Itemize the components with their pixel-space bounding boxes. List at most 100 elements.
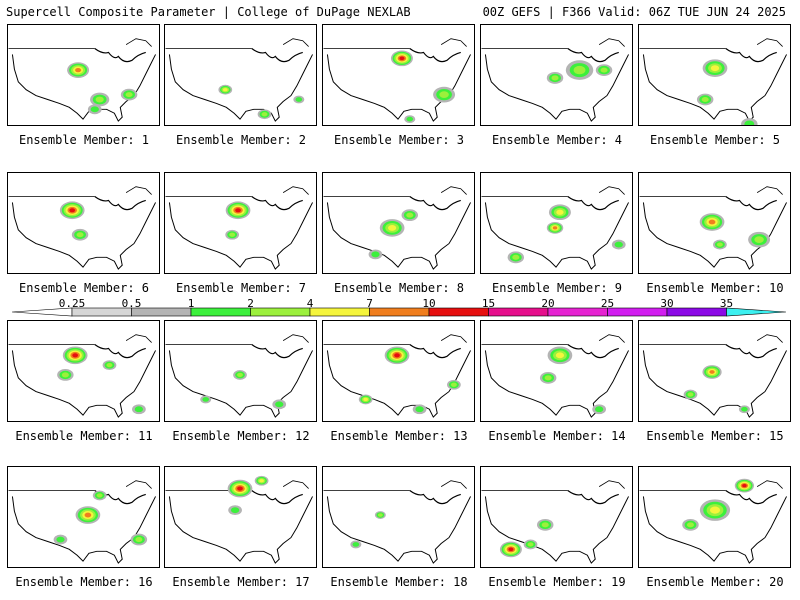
member-label: Ensemble Member: 16 xyxy=(15,575,153,589)
colorbar-tick-label: 20 xyxy=(541,297,555,310)
northeast-coast xyxy=(440,480,467,489)
scp-contour xyxy=(363,397,368,402)
map-panel-4 xyxy=(480,24,633,126)
us-map xyxy=(639,38,787,125)
coastline xyxy=(168,350,313,418)
scp-contour xyxy=(754,236,764,244)
great-lakes xyxy=(567,48,619,63)
us-map xyxy=(639,334,787,418)
great-lakes xyxy=(251,490,303,505)
scp-contour xyxy=(744,120,755,125)
member-label: Ensemble Member: 7 xyxy=(175,281,307,295)
scp-contour xyxy=(399,56,405,61)
scp-contour xyxy=(202,397,209,402)
member-label: Ensemble Member: 15 xyxy=(646,429,784,443)
colorbar-tick-label: 0.25 xyxy=(58,297,86,310)
member-label: Ensemble Member: 20 xyxy=(646,575,784,589)
colorbar-segment xyxy=(666,307,727,317)
great-lakes xyxy=(94,344,146,359)
coastline xyxy=(168,202,313,270)
northeast-coast xyxy=(125,334,152,343)
northeast-coast xyxy=(598,334,625,343)
page-title: Supercell Composite Parameter | College … xyxy=(6,5,411,19)
colorbar-tick-label: 35 xyxy=(719,297,734,310)
us-map xyxy=(323,186,471,270)
northeast-coast xyxy=(598,38,625,47)
scp-contour xyxy=(709,370,715,374)
scp-contour xyxy=(595,406,604,413)
scp-contour xyxy=(135,537,143,543)
colorbar xyxy=(11,307,787,317)
scp-contour xyxy=(95,96,104,103)
map-panel-10 xyxy=(638,172,791,274)
member-label: Ensemble Member: 6 xyxy=(18,281,150,295)
scp-contour xyxy=(371,251,380,258)
northeast-coast xyxy=(282,480,309,489)
map-panel-6 xyxy=(7,172,160,274)
map-panel-5 xyxy=(638,24,791,126)
scp-contour xyxy=(134,406,144,413)
colorbar-segment xyxy=(309,307,370,317)
colorbar-segment xyxy=(547,307,608,317)
great-lakes xyxy=(251,344,303,359)
map-panel-12 xyxy=(164,320,317,422)
map-panel-15 xyxy=(638,320,791,422)
great-lakes xyxy=(409,48,461,63)
northeast-coast xyxy=(282,38,309,47)
scp-contour xyxy=(450,382,457,387)
map-panel-18 xyxy=(322,466,475,568)
map-panel-11 xyxy=(7,320,160,422)
scp-contour xyxy=(69,208,76,213)
member-label: Ensemble Member: 3 xyxy=(333,133,465,147)
us-map xyxy=(165,38,313,122)
colorbar-right-arrow xyxy=(726,307,787,317)
scp-contour xyxy=(686,522,695,528)
coastline xyxy=(168,54,313,122)
colorbar-tick-label: 4 xyxy=(306,297,314,310)
northeast-coast xyxy=(598,480,625,489)
scp-contour xyxy=(708,219,716,225)
scp-contour xyxy=(512,254,520,260)
scp-contour xyxy=(406,212,414,218)
great-lakes xyxy=(567,344,619,359)
scp-contour xyxy=(230,507,240,514)
member-label: Ensemble Member: 9 xyxy=(491,281,623,295)
scp-contour xyxy=(84,512,92,518)
coastline xyxy=(326,496,471,564)
scp-contour xyxy=(378,513,383,517)
us-map xyxy=(165,475,313,564)
us-map xyxy=(165,186,313,270)
scp-contour xyxy=(235,208,241,213)
map-panel-16 xyxy=(7,466,160,568)
colorbar-tick-label: 25 xyxy=(600,297,615,310)
northeast-coast xyxy=(756,334,783,343)
scp-contour xyxy=(551,75,559,81)
map-panel-20 xyxy=(638,466,791,568)
coastline xyxy=(484,496,629,564)
great-lakes xyxy=(725,344,777,359)
us-map xyxy=(323,38,471,124)
us-map xyxy=(639,478,787,564)
great-lakes xyxy=(409,344,461,359)
northeast-coast xyxy=(756,186,783,195)
great-lakes xyxy=(725,48,777,63)
colorbar-tick-label: 2 xyxy=(247,297,254,310)
colorbar-tick-label: 30 xyxy=(660,297,674,310)
colorbar-segment xyxy=(428,307,489,317)
northeast-coast xyxy=(440,38,467,47)
colorbar-tick-label: 7 xyxy=(366,297,373,310)
map-panel-3 xyxy=(322,24,475,126)
great-lakes xyxy=(409,490,461,505)
map-panel-13 xyxy=(322,320,475,422)
us-map xyxy=(8,480,156,564)
scp-contour xyxy=(259,479,264,483)
us-map xyxy=(481,480,629,564)
colorbar-tick-label: 10 xyxy=(422,297,436,310)
map-panel-14 xyxy=(480,320,633,422)
scp-contour xyxy=(295,97,303,102)
member-label: Ensemble Member: 14 xyxy=(488,429,626,443)
colorbar-segment xyxy=(607,307,668,317)
us-map xyxy=(639,186,787,270)
northeast-coast xyxy=(598,186,625,195)
map-panel-7 xyxy=(164,172,317,274)
